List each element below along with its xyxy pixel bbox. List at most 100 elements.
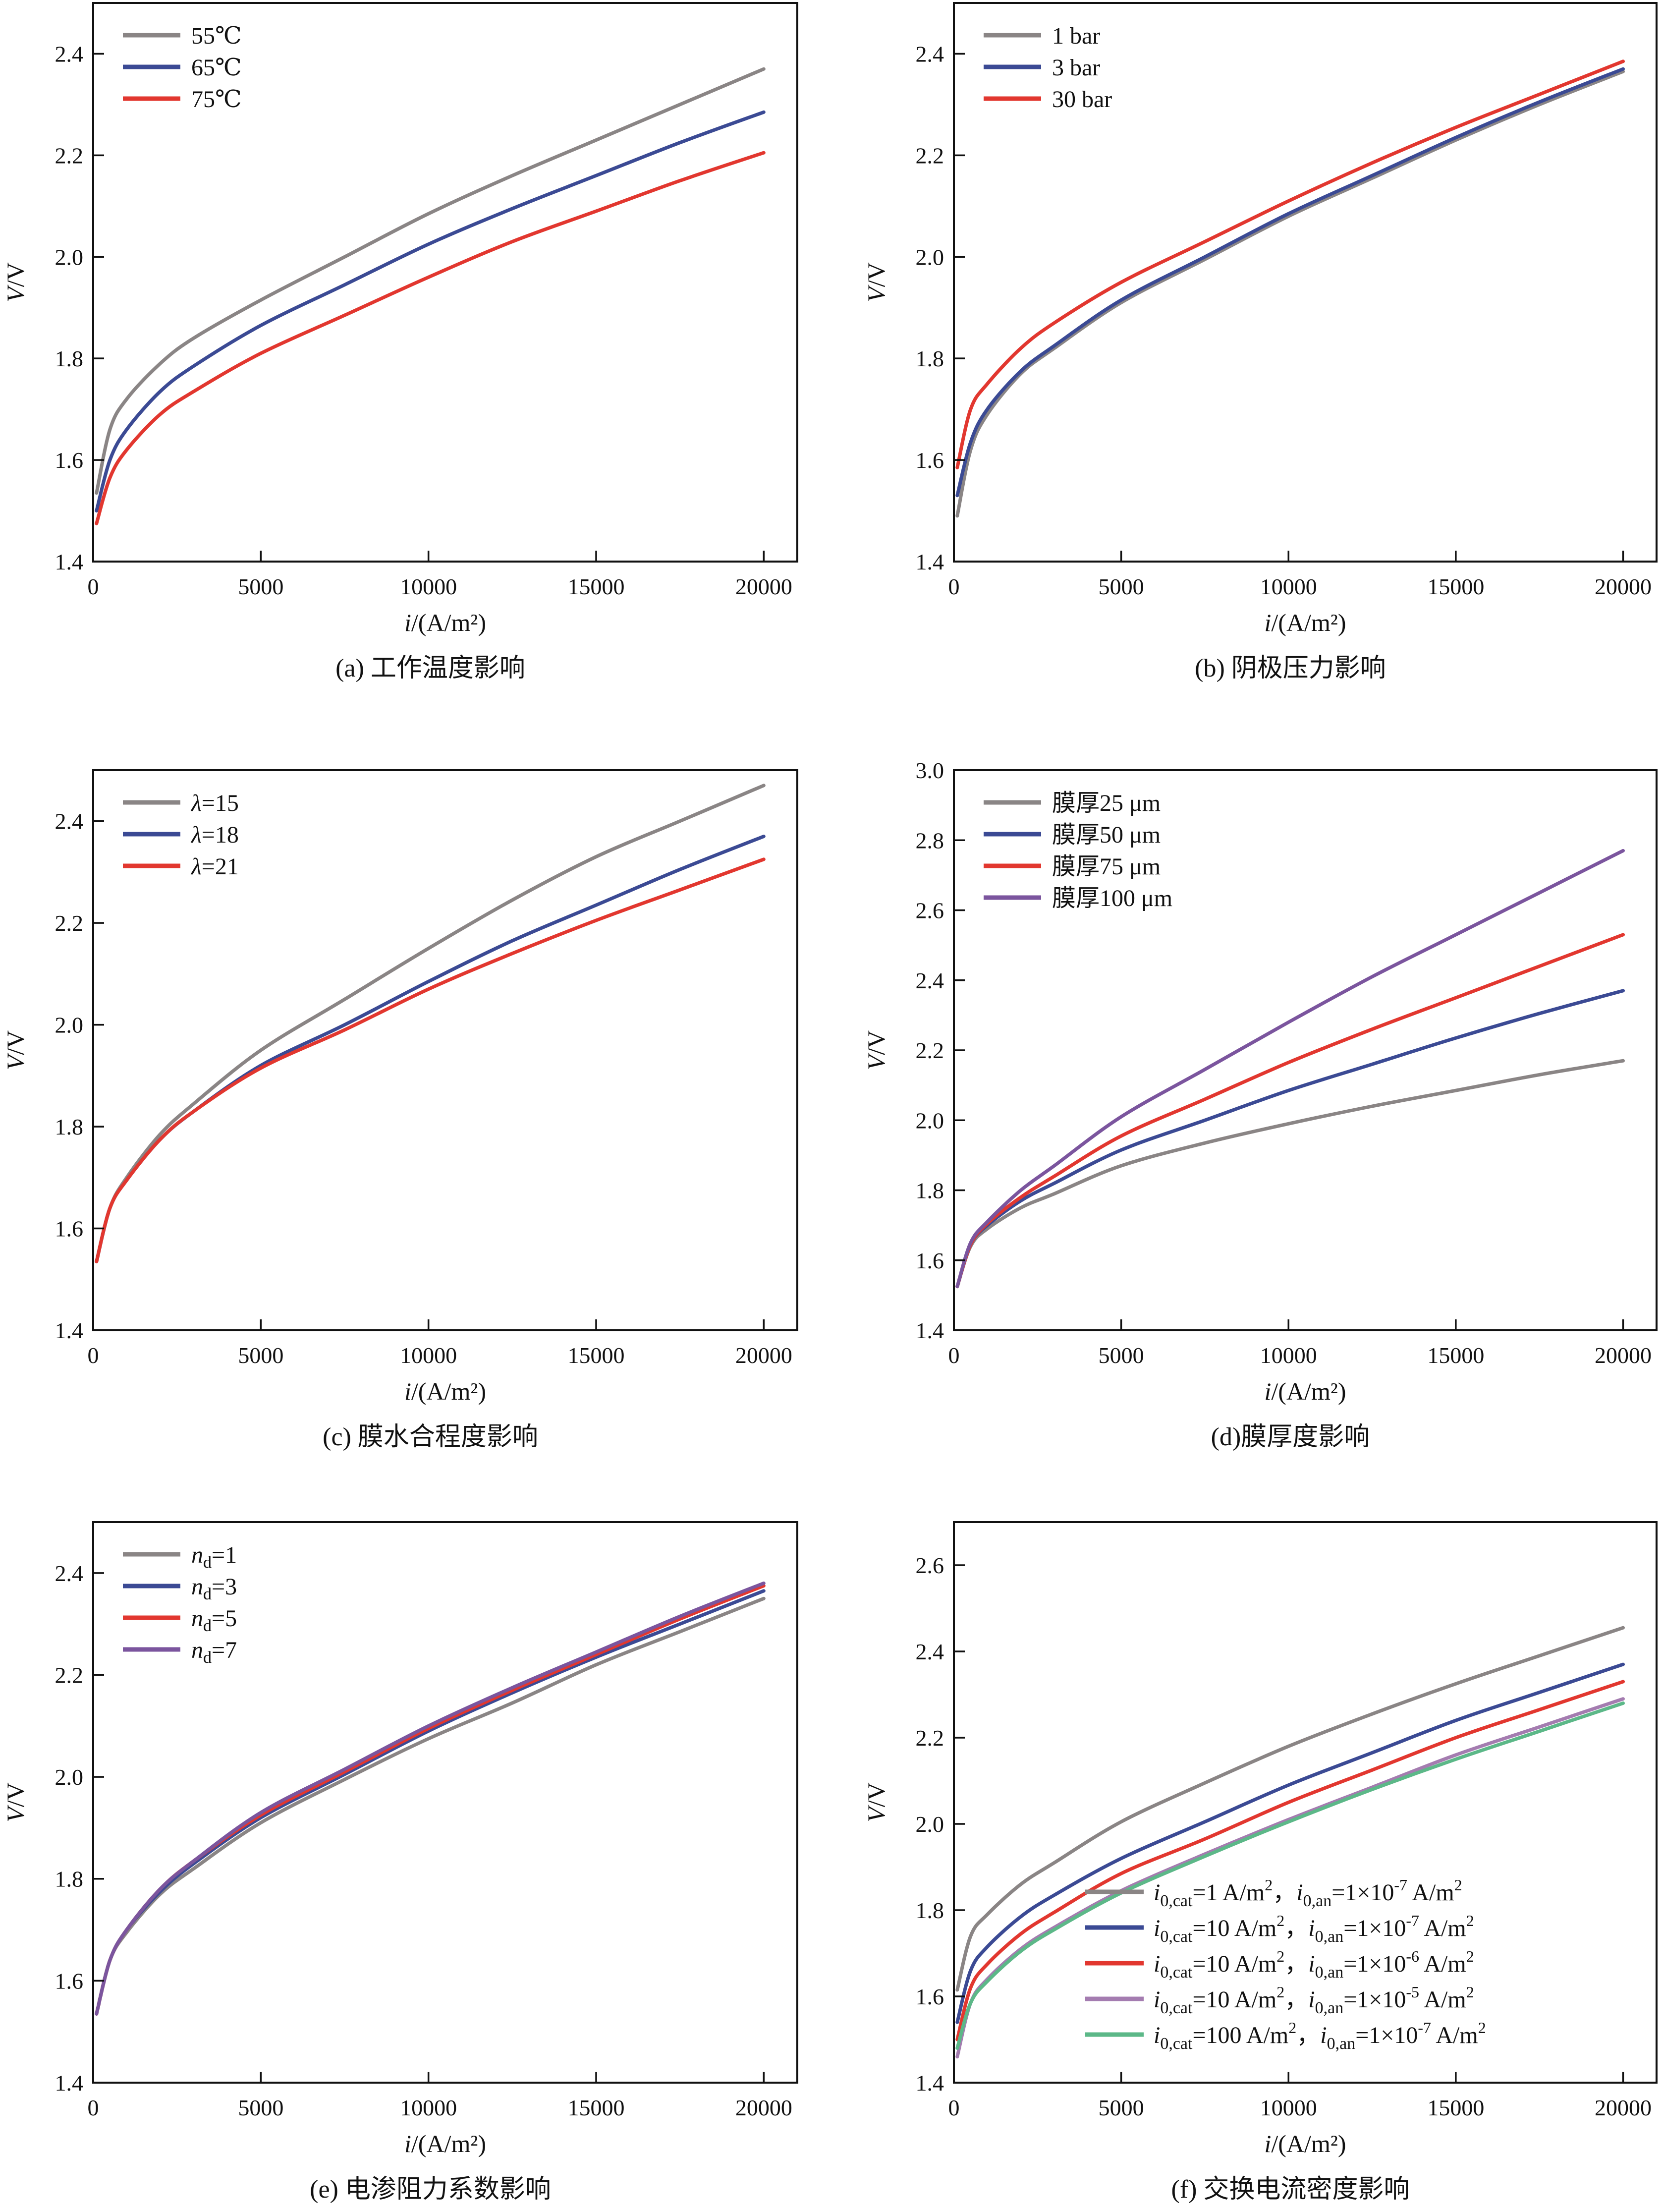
legend-label-symbol: n bbox=[191, 1574, 203, 1600]
x-tick-label: 0 bbox=[88, 2095, 99, 2120]
x-tick-label: 15000 bbox=[1427, 2095, 1484, 2120]
y-tick-label: 2.0 bbox=[916, 1108, 944, 1133]
legend-label-value: =1×10 bbox=[1343, 1951, 1406, 1977]
legend-label-symbol: i bbox=[1154, 1879, 1160, 1906]
panel-caption: (c) 膜水合程度影响 bbox=[323, 1423, 538, 1451]
series-line-f-2 bbox=[955, 1680, 1625, 2042]
legend-label-symbol: i bbox=[1296, 1879, 1303, 1906]
legend-label-value: =15 bbox=[202, 790, 239, 816]
legend-label-separator: ， bbox=[1284, 1986, 1308, 2013]
legend-label: 3 bar bbox=[1052, 55, 1100, 81]
y-axis-label-unit: /V bbox=[862, 262, 890, 287]
legend-label-superscript: -7 bbox=[1418, 2019, 1431, 2037]
y-axis-label-unit: /V bbox=[862, 1782, 890, 1807]
legend-label: nd=3 bbox=[191, 1574, 237, 1603]
legend-label-subscript: 0,cat bbox=[1160, 1963, 1193, 1982]
legend-label-value: =100 A/m bbox=[1192, 2022, 1288, 2048]
legend-label-subscript: 0,an bbox=[1327, 2035, 1356, 2053]
x-axis-label-unit: /(A/m²) bbox=[1271, 1377, 1346, 1405]
chart-panel-a: 0 5000 10000 15000 200001.41.61.82.02.22.4V/… bbox=[1, 2, 798, 682]
legend-label-symbol: i bbox=[1154, 1951, 1160, 1977]
y-tick-label: 2.6 bbox=[916, 898, 944, 923]
plot-frame bbox=[92, 769, 798, 1331]
x-tick-label: 5000 bbox=[238, 574, 283, 599]
panel-caption: (d)膜厚度影响 bbox=[1211, 1423, 1370, 1451]
legend-label: nd=7 bbox=[191, 1637, 237, 1667]
y-tick-label: 2.4 bbox=[55, 809, 84, 834]
y-axis-label-unit: /V bbox=[862, 1030, 890, 1055]
x-axis-label-symbol: i bbox=[404, 2130, 411, 2157]
x-axis-label-symbol: i bbox=[404, 1377, 411, 1405]
x-tick-label: 0 bbox=[948, 2095, 960, 2120]
series-line-d-1 bbox=[955, 989, 1625, 1289]
y-tick-label: 2.4 bbox=[55, 41, 84, 66]
legend: i0,cat=1 A/m2，i0,an=1×10-7 A/m2i0,cat=10… bbox=[1085, 1876, 1486, 2053]
legend-label-symbol: n bbox=[191, 1637, 203, 1663]
series-line-d-0 bbox=[955, 1059, 1625, 1289]
y-tick-label: 1.6 bbox=[916, 1984, 944, 2009]
legend-label-value: A/m bbox=[1419, 1951, 1466, 1977]
y-tick-label: 2.0 bbox=[55, 244, 84, 270]
legend-label-subscript: d bbox=[203, 1585, 212, 1603]
x-tick-label: 10000 bbox=[1260, 1343, 1317, 1368]
series-line-c-0 bbox=[95, 784, 766, 1263]
legend-label-subscript: 0,cat bbox=[1160, 1928, 1193, 1946]
y-tick-label: 2.2 bbox=[916, 1725, 944, 1751]
legend-label-symbol: λ bbox=[190, 790, 202, 816]
y-tick-label: 2.0 bbox=[55, 1764, 84, 1790]
x-tick-label: 5000 bbox=[1099, 574, 1144, 599]
x-tick-label: 10000 bbox=[400, 1343, 457, 1368]
x-axis-label: i/(A/m²) bbox=[404, 1377, 486, 1405]
legend-label-value: =1 bbox=[212, 1542, 237, 1568]
y-tick-label: 2.4 bbox=[916, 41, 944, 66]
x-axis-label-unit: /(A/m²) bbox=[1271, 609, 1346, 636]
legend-label: i0,cat=10 A/m2，i0,an=1×10-6 A/m2 bbox=[1154, 1947, 1474, 1982]
y-tick-label: 2.2 bbox=[55, 910, 84, 936]
y-tick-label: 1.4 bbox=[916, 549, 944, 574]
legend-label: i0,cat=100 A/m2，i0,an=1×10-7 A/m2 bbox=[1154, 2019, 1486, 2053]
y-axis-label: V/V bbox=[862, 1030, 890, 1071]
x-tick-label: 15000 bbox=[568, 2095, 625, 2120]
y-tick-label: 2.2 bbox=[55, 1662, 84, 1688]
legend-label: 55℃ bbox=[191, 23, 242, 49]
y-tick-label: 2.2 bbox=[916, 1038, 944, 1063]
legend-label-value: A/m bbox=[1407, 1879, 1454, 1906]
legend-label-superscript: -7 bbox=[1394, 1876, 1407, 1894]
legend-label-value: =1×10 bbox=[1343, 1986, 1406, 2013]
y-tick-label: 2.4 bbox=[916, 1639, 944, 1664]
x-axis-label-unit: /(A/m²) bbox=[1271, 2130, 1346, 2157]
y-tick-label: 2.2 bbox=[55, 143, 84, 168]
y-tick-label: 2.0 bbox=[916, 1812, 944, 1837]
legend: 1 bar 3 bar 30 bar bbox=[984, 23, 1112, 113]
series-line-f-0 bbox=[955, 1626, 1625, 1992]
legend-label-superscript: 2 bbox=[1276, 1912, 1284, 1929]
legend-label-symbol: λ bbox=[190, 822, 202, 848]
legend: nd=1nd=3nd=5nd=7 bbox=[123, 1542, 237, 1667]
legend-label-superscript: 2 bbox=[1454, 1876, 1462, 1894]
x-tick-label: 10000 bbox=[1260, 2095, 1317, 2120]
legend-label: i0,cat=10 A/m2，i0,an=1×10-5 A/m2 bbox=[1154, 1983, 1474, 2017]
panel-caption: (e) 电渗阻力系数影响 bbox=[310, 2175, 551, 2204]
legend-label-value: =5 bbox=[212, 1605, 237, 1632]
y-axis-label-symbol: V bbox=[862, 284, 890, 302]
chart-panel-e: 0 5000 10000 15000 200001.41.61.82.02.22.4V/… bbox=[1, 1521, 798, 2204]
y-tick-label: 1.8 bbox=[55, 1114, 84, 1139]
y-tick-label: 2.8 bbox=[916, 828, 944, 853]
series-line-d-3 bbox=[955, 849, 1625, 1289]
legend-label-superscript: 2 bbox=[1265, 1876, 1273, 1894]
y-tick-label: 1.8 bbox=[916, 1178, 944, 1203]
x-tick-label: 10000 bbox=[400, 574, 457, 599]
y-tick-label: 1.6 bbox=[55, 1216, 84, 1242]
legend-label-subscript: d bbox=[203, 1648, 212, 1667]
legend-label-value: =10 A/m bbox=[1192, 1951, 1276, 1977]
x-tick-label: 5000 bbox=[238, 2095, 283, 2120]
y-tick-label: 1.8 bbox=[916, 1898, 944, 1923]
legend-label-superscript: 2 bbox=[1276, 1947, 1284, 1965]
x-axis-label-unit: /(A/m²) bbox=[411, 609, 486, 636]
plot-frame bbox=[953, 2, 1658, 563]
legend-label-value: A/m bbox=[1419, 1915, 1466, 1941]
x-tick-label: 20000 bbox=[735, 2095, 792, 2120]
x-tick-label: 15000 bbox=[568, 574, 625, 599]
plot-frame bbox=[92, 1521, 798, 2084]
